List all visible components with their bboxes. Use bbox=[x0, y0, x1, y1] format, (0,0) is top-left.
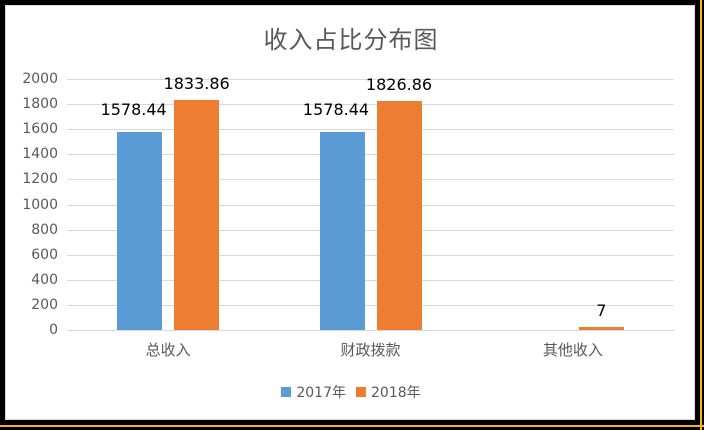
gridline bbox=[67, 230, 674, 231]
data-label: 1833.86 bbox=[163, 73, 230, 93]
frame-accent-right bbox=[700, 0, 702, 430]
y-tick-label: 800 bbox=[31, 222, 58, 238]
legend: 2017年 2018年 bbox=[6, 382, 696, 402]
y-tick-label: 2000 bbox=[22, 71, 58, 87]
y-tick-label: 1200 bbox=[22, 171, 58, 187]
y-tick-label: 400 bbox=[31, 272, 58, 288]
gridline bbox=[67, 205, 674, 206]
y-tick-label: 1400 bbox=[22, 146, 58, 162]
frame-accent-bottom bbox=[0, 425, 704, 427]
chart-title: 收入占比分布图 bbox=[263, 26, 439, 54]
gridline bbox=[67, 255, 674, 256]
legend-label-2017: 2017年 bbox=[296, 385, 346, 401]
gridline bbox=[67, 129, 674, 130]
bar-1-1[interactable] bbox=[376, 100, 422, 330]
gridline bbox=[67, 179, 674, 180]
gridline bbox=[67, 330, 674, 331]
gridline bbox=[67, 305, 674, 306]
legend-item-2018[interactable]: 2018年 bbox=[356, 382, 421, 402]
y-tick-label: 1000 bbox=[22, 197, 58, 213]
y-tick-label: 600 bbox=[31, 247, 58, 263]
gridline bbox=[67, 280, 674, 281]
y-tick-label: 200 bbox=[31, 297, 58, 313]
category-label: 总收入 bbox=[145, 341, 191, 359]
bar-0-0[interactable] bbox=[117, 131, 163, 330]
legend-swatch-2018 bbox=[356, 387, 366, 397]
data-label: 7 bbox=[596, 301, 607, 320]
bar-2-1[interactable] bbox=[578, 327, 624, 330]
gridline bbox=[67, 104, 674, 105]
legend-label-2018: 2018年 bbox=[371, 385, 421, 401]
chart-area: 收入占比分布图 2000 1800 1600 1400 1200 1000 800 600 40… bbox=[5, 5, 695, 420]
y-tick-label: 0 bbox=[49, 322, 58, 338]
gridline bbox=[67, 154, 674, 155]
y-tick-label: 1600 bbox=[22, 121, 58, 137]
data-label: 1578.44 bbox=[302, 99, 370, 119]
plot-area: 2000 1800 1600 1400 1200 1000 800 600 400 200 0 157… bbox=[22, 72, 674, 337]
category-label: 其他收入 bbox=[542, 341, 603, 359]
category-label: 财政拨款 bbox=[340, 341, 401, 359]
y-tick-label: 1800 bbox=[22, 96, 58, 112]
data-label: 1578.44 bbox=[100, 99, 167, 119]
bar-1-0[interactable] bbox=[319, 131, 365, 330]
legend-item-2017[interactable]: 2017年 bbox=[281, 382, 346, 402]
bar-0-1[interactable] bbox=[174, 99, 220, 330]
data-label: 1826.86 bbox=[365, 74, 433, 94]
gridline bbox=[67, 79, 674, 80]
legend-swatch-2017 bbox=[281, 387, 292, 397]
